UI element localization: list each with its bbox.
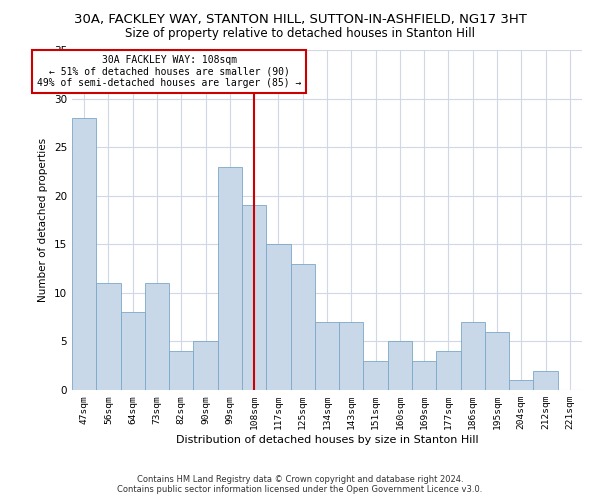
Bar	[315, 322, 339, 390]
Bar	[145, 283, 169, 390]
Text: 30A FACKLEY WAY: 108sqm
← 51% of detached houses are smaller (90)
49% of semi-de: 30A FACKLEY WAY: 108sqm ← 51% of detache…	[37, 55, 301, 88]
Bar	[121, 312, 145, 390]
Text: 30A, FACKLEY WAY, STANTON HILL, SUTTON-IN-ASHFIELD, NG17 3HT: 30A, FACKLEY WAY, STANTON HILL, SUTTON-I…	[74, 12, 526, 26]
Bar	[533, 370, 558, 390]
Bar	[436, 351, 461, 390]
Bar	[364, 361, 388, 390]
Bar	[388, 342, 412, 390]
Bar	[266, 244, 290, 390]
Text: Contains HM Land Registry data © Crown copyright and database right 2024.
Contai: Contains HM Land Registry data © Crown c…	[118, 474, 482, 494]
Bar	[412, 361, 436, 390]
Y-axis label: Number of detached properties: Number of detached properties	[38, 138, 49, 302]
Bar	[509, 380, 533, 390]
Bar	[169, 351, 193, 390]
Bar	[72, 118, 96, 390]
Bar	[218, 166, 242, 390]
Bar	[339, 322, 364, 390]
Bar	[96, 283, 121, 390]
Bar	[485, 332, 509, 390]
Bar	[193, 342, 218, 390]
Bar	[290, 264, 315, 390]
X-axis label: Distribution of detached houses by size in Stanton Hill: Distribution of detached houses by size …	[176, 435, 478, 445]
Bar	[242, 206, 266, 390]
Text: Size of property relative to detached houses in Stanton Hill: Size of property relative to detached ho…	[125, 28, 475, 40]
Bar	[461, 322, 485, 390]
